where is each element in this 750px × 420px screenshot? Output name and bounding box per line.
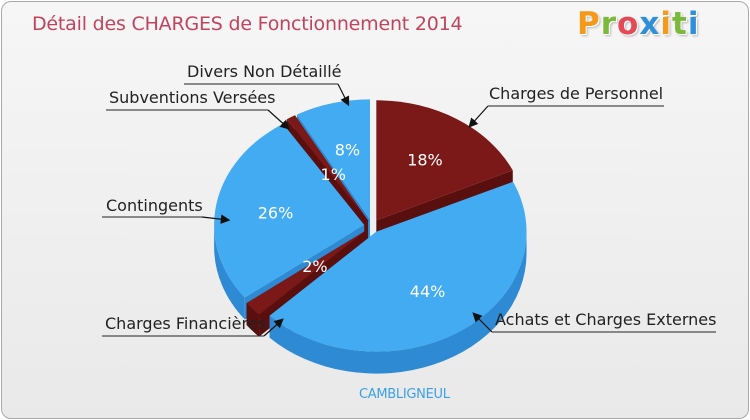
- proxiti-logo: Proxiti: [577, 6, 699, 42]
- slice-divers-non-detaille: [297, 99, 370, 220]
- slice-label-subventions-versees: Subventions Versées: [109, 88, 276, 107]
- slice-side-achats-et-charges-externes: [269, 231, 527, 374]
- slice-value-contingents: 26%: [258, 203, 294, 222]
- leader-arrow: [468, 105, 489, 128]
- slice-value-achats-et-charges-externes: 44%: [410, 282, 446, 301]
- slice-charges-de-personnel: [376, 100, 513, 221]
- logo-letter: i: [660, 6, 672, 42]
- slice-label-charges-financieres: Charges Financières: [105, 314, 266, 333]
- chart-title: Détail des CHARGES de Fonctionnement 201…: [32, 13, 463, 35]
- logo-letter: t: [671, 6, 688, 42]
- logo-letter: r: [600, 6, 618, 42]
- logo-letter: x: [639, 6, 661, 42]
- leader-arrow: [337, 83, 350, 107]
- logo-letter: i: [687, 6, 700, 42]
- slice-subventions-versees: [286, 115, 368, 221]
- slice-label-achats-et-charges-externes: Achats et Charges Externes: [495, 310, 717, 329]
- slice-charges-financieres: [246, 230, 366, 315]
- leader-arrow: [201, 214, 231, 224]
- leader-arrow: [267, 109, 290, 130]
- commune-name: CAMBLIGNEUL: [359, 387, 450, 402]
- slice-side-contingents: [214, 224, 245, 320]
- slice-contingents: [214, 123, 365, 298]
- slice-value-charges-de-personnel: 18%: [407, 151, 443, 170]
- slice-label-contingents: Contingents: [106, 196, 203, 215]
- leader-arrow: [472, 312, 493, 333]
- slice-label-divers-non-detaille: Divers Non Détaillé: [187, 62, 342, 81]
- logo-letter: o: [617, 6, 640, 42]
- slice-value-divers-non-detaille: 8%: [335, 141, 360, 160]
- slice-value-subventions-versees: 1%: [321, 165, 346, 184]
- slice-achats-et-charges-externes: [269, 181, 527, 352]
- slice-label-charges-de-personnel: Charges de Personnel: [489, 84, 664, 103]
- logo-letter: P: [577, 6, 601, 42]
- slice-side-charges-financieres: [246, 303, 260, 337]
- leader-arrow: [263, 318, 284, 337]
- slice-value-charges-financieres: 2%: [302, 257, 327, 276]
